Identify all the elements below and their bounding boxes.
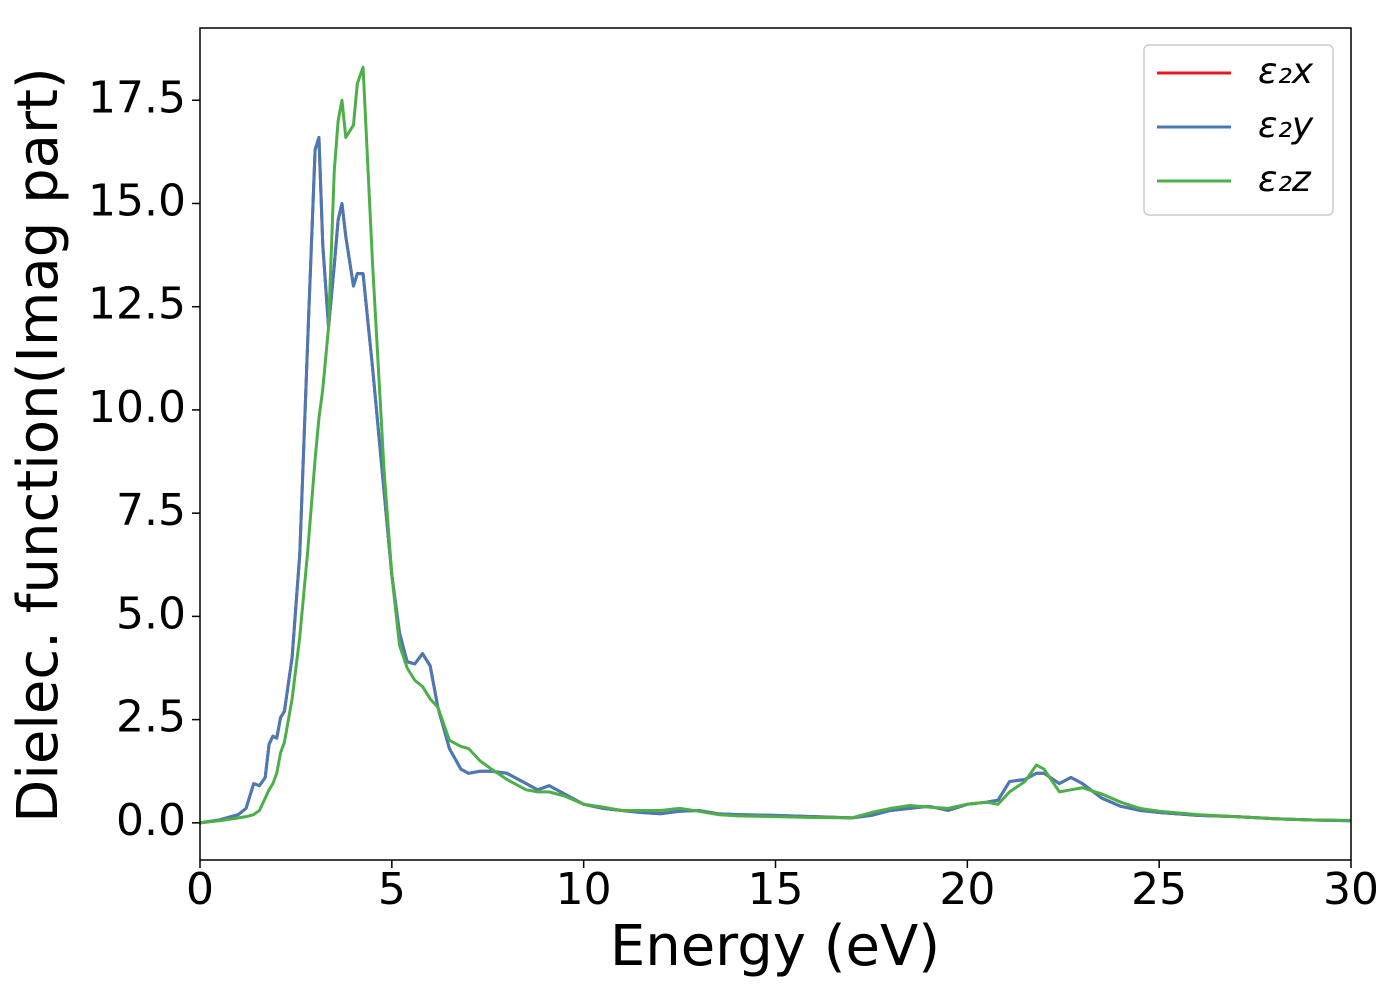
x-tick-label: 15 [748,864,804,915]
y-tick-label: 2.5 [116,692,186,743]
y-tick-label: 12.5 [88,279,186,330]
legend-label: ε₂z [1258,159,1312,200]
y-tick-label: 17.5 [88,72,186,123]
legend-label: ε₂y [1258,105,1314,146]
x-axis-label: Energy (eV) [610,914,940,979]
legend-label: ε₂x [1258,51,1314,92]
y-axis-label: Dielec. function(Imag part) [6,67,71,823]
x-tick-label: 5 [378,864,406,915]
x-tick-label: 0 [186,864,214,915]
y-tick-label: 5.0 [116,588,186,639]
y-tick-label: 0.0 [116,795,186,846]
x-tick-label: 30 [1323,864,1379,915]
plot-frame [199,27,1352,861]
y-tick-label: 7.5 [116,485,186,536]
x-tick-label: 25 [1131,864,1187,915]
y-tick-label: 10.0 [88,382,186,433]
x-tick-label: 20 [939,864,995,915]
series-line [199,65,1352,825]
legend-box [1143,44,1334,216]
x-tick-label: 10 [556,864,612,915]
y-tick-label: 15.0 [88,175,186,226]
series-line [199,135,1352,825]
